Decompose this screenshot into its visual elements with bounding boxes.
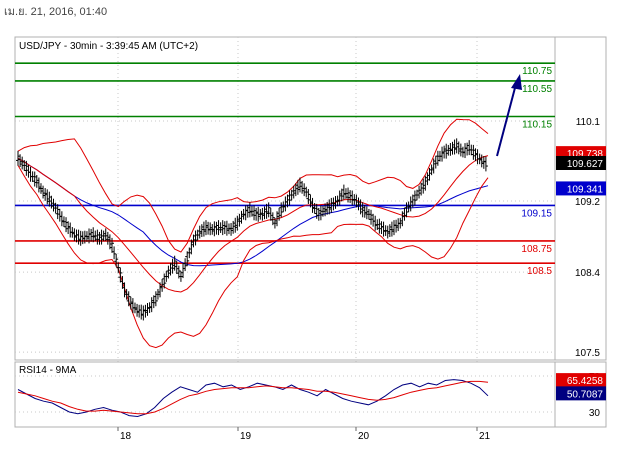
rsi-tick-label: 30 [589, 408, 601, 419]
price-tag-label: 109.738 [567, 149, 604, 160]
indicator-lines [17, 118, 489, 349]
price-panel: 110.75 110.55 110.15 109.15 108.75 108.5 USD/… [14, 36, 607, 427]
timestamp-header: เม.ย. 21, 2016, 01:40 [4, 6, 108, 18]
rsi-tag-box [556, 373, 606, 388]
rsi-tag-label: 65.4258 [567, 376, 604, 387]
level-label: 109.15 [521, 208, 552, 219]
price-tag-box [556, 181, 606, 196]
level-label: 108.75 [521, 244, 552, 255]
rsi-lines [17, 379, 489, 418]
rsi-tag-label: 50.7087 [567, 389, 604, 400]
price-tag-label: 109.341 [567, 184, 604, 195]
bollinger-middle-line [17, 155, 489, 293]
rsi-tag-box [556, 386, 606, 401]
level-label: 110.75 [522, 66, 552, 77]
x-axis-ticks: 18 19 20 21 [117, 427, 491, 442]
price-tag-label: 109.627 [567, 159, 604, 170]
x-tick-label: 20 [358, 431, 370, 442]
x-tick-label: 18 [120, 431, 132, 442]
bollinger-upper-line [17, 118, 489, 253]
rsi-line [17, 379, 489, 418]
price-axis-area [554, 36, 607, 361]
arrow-head [511, 74, 522, 90]
bollinger-lower-line [17, 165, 489, 349]
price-y-ticks: 110.1 109.2 108.4 107.5 [575, 117, 600, 359]
projection-arrow [496, 74, 522, 157]
y-tick-label: 110.1 [576, 117, 601, 128]
rsi-ma-line [17, 380, 489, 415]
price-bars [16, 138, 488, 321]
moving-average-line [17, 157, 489, 267]
rsi-plot-area [14, 361, 556, 428]
level-label: 110.55 [522, 84, 552, 95]
x-tick-label: 21 [479, 431, 491, 442]
x-tick-label: 19 [240, 431, 252, 442]
y-tick-label: 107.5 [575, 348, 600, 359]
y-tick-label: 108.4 [575, 268, 600, 279]
arrow-shaft [496, 83, 517, 157]
price-tag-box [556, 155, 606, 170]
level-label: 108.5 [527, 266, 552, 277]
rsi-title: RSI14 - 9MA [19, 365, 77, 376]
rsi-tags: 65.4258 50.7087 [556, 373, 606, 401]
y-tick-label: 109.2 [575, 197, 600, 208]
price-chart-title: USD/JPY - 30min - 3:39:45 AM (UTC+2) [19, 41, 198, 52]
level-label: 110.15 [522, 120, 552, 131]
